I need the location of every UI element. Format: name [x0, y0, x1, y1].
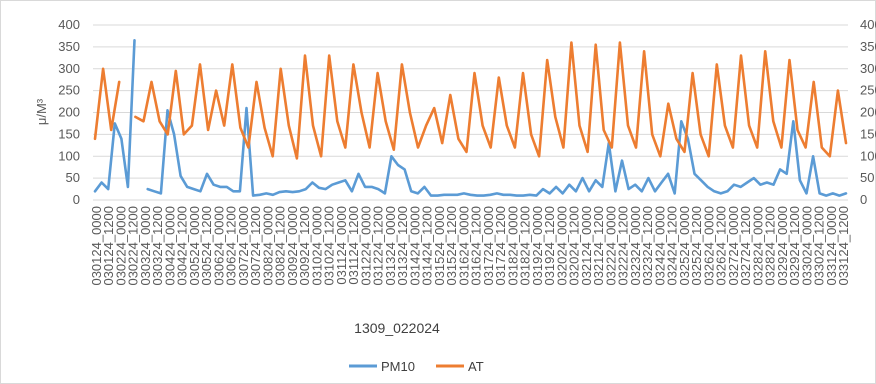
x-tick-label: 031124_0000 — [334, 206, 349, 285]
x-tick-label: 032924_1200 — [787, 206, 802, 286]
y-left-tick-label: 350 — [58, 39, 80, 54]
x-tick-label: 032224_1200 — [616, 206, 631, 286]
y-right-tick-label: 350 — [860, 39, 876, 54]
x-axis-ticks: 030124_0000030124_1200030224_0000030224_… — [89, 206, 851, 286]
x-tick-label: 032424_1200 — [665, 206, 680, 286]
x-tick-label: 031024_1200 — [322, 206, 337, 286]
x-tick-label: 032624_1200 — [714, 206, 729, 286]
series-segment — [93, 67, 121, 141]
x-tick-label: 031224_0000 — [358, 206, 373, 286]
x-tick-label: 031724_0000 — [481, 206, 496, 286]
x-tick-label: 032124_1200 — [591, 206, 606, 286]
x-tick-label: 031424_1200 — [420, 206, 435, 286]
legend-at-label: AT — [468, 359, 484, 374]
legend-pm10-label: PM10 — [381, 359, 415, 374]
x-tick-label: 030624_0000 — [211, 206, 226, 286]
y-left-tick-label: 50 — [66, 170, 80, 185]
x-tick-label: 032424_0000 — [652, 206, 667, 286]
x-tick-label: 032624_0000 — [701, 206, 716, 286]
x-tick-label: 031124_1200 — [346, 206, 361, 285]
y-right-tick-label: 400 — [860, 17, 876, 32]
x-tick-label: 030924_1200 — [297, 206, 312, 286]
x-tick-label: 033124_1200 — [836, 206, 851, 286]
x-tick-label: 032024_0000 — [554, 206, 569, 286]
x-tick-label: 030924_0000 — [285, 206, 300, 286]
x-tick-label: 032824_1200 — [763, 206, 778, 286]
x-tick-label: 030724_0000 — [236, 206, 251, 286]
x-tick-label: 031224_1200 — [371, 206, 386, 286]
x-tick-label: 031324_1200 — [395, 206, 410, 286]
x-tick-label: 030424_0000 — [162, 206, 177, 286]
x-tick-label: 031824_1200 — [518, 206, 533, 286]
x-tick-label: 032824_0000 — [750, 206, 765, 286]
y-right-tick-label: 300 — [860, 61, 876, 76]
x-tick-label: 030224_1200 — [126, 206, 141, 286]
series-segment — [146, 106, 848, 197]
y-right-tick-label: 150 — [860, 126, 876, 141]
x-tick-label: 031824_0000 — [505, 206, 520, 286]
y-right-tick-label: 100 — [860, 148, 876, 163]
x-tick-label: 030224_0000 — [113, 206, 128, 286]
x-tick-label: 030824_1200 — [273, 206, 288, 286]
x-tick-label: 031924_1200 — [542, 206, 557, 286]
x-tick-label: 030524_0000 — [187, 206, 202, 286]
x-tick-label: 030624_1200 — [224, 206, 239, 286]
x-tick-label: 030324_0000 — [138, 206, 153, 286]
x-tick-label: 033124_0000 — [824, 206, 839, 286]
x-tick-label: 031624_0000 — [456, 206, 471, 286]
x-tick-label: 031524_0000 — [432, 206, 447, 286]
y-left-tick-label: 250 — [58, 83, 80, 98]
x-tick-label: 030524_1200 — [199, 206, 214, 286]
y-right-tick-label: 200 — [860, 105, 876, 120]
x-tick-label: 031424_0000 — [407, 206, 422, 286]
y-left-tick-label: 0 — [73, 192, 80, 207]
series-segment — [93, 38, 136, 193]
x-tick-label: 032124_0000 — [579, 206, 594, 286]
x-tick-label: 030724_1200 — [248, 206, 263, 286]
x-tick-label: 032524_1200 — [689, 206, 704, 286]
series-at-line — [93, 41, 848, 160]
series-lines — [93, 38, 848, 197]
x-tick-label: 032924_0000 — [775, 206, 790, 286]
gridlines — [93, 24, 848, 201]
x-tick-label: 030824_0000 — [260, 206, 275, 286]
y-left-tick-label: 100 — [58, 148, 80, 163]
y-left-tick-label: 300 — [58, 61, 80, 76]
x-tick-label: 030324_1200 — [150, 206, 165, 286]
x-tick-label: 033024_1200 — [812, 206, 827, 286]
x-tick-label: 032724_1200 — [738, 206, 753, 286]
y-left-tick-label: 150 — [58, 126, 80, 141]
x-tick-label: 032724_0000 — [726, 206, 741, 286]
x-tick-label: 030424_1200 — [175, 206, 190, 286]
series-pm10-line — [93, 38, 848, 197]
x-tick-label: 031324_0000 — [383, 206, 398, 286]
y-left-tick-label: 200 — [58, 105, 80, 120]
legend: PM10 AT — [349, 359, 484, 374]
series-segment — [134, 41, 848, 160]
x-tick-label: 030124_0000 — [89, 206, 104, 286]
x-tick-label: 032224_0000 — [603, 206, 618, 286]
y-axis-title: μ/M³ — [34, 98, 49, 125]
x-tick-label: 031024_0000 — [309, 206, 324, 286]
x-tick-label: 032024_1200 — [567, 206, 582, 286]
x-tick-label: 031724_1200 — [493, 206, 508, 286]
left-y-axis-ticks: 0 50 100 150 200 250 300 350 400 — [58, 17, 80, 207]
x-tick-label: 032324_1200 — [640, 206, 655, 286]
y-left-tick-label: 400 — [58, 17, 80, 32]
x-tick-label: 031924_0000 — [530, 206, 545, 286]
x-tick-label: 032324_0000 — [628, 206, 643, 286]
x-axis-title: 1309_022024 — [354, 320, 440, 336]
x-tick-label: 031524_1200 — [444, 206, 459, 286]
right-y-axis-ticks: 0 50 100 150 200 250 300 350 400 — [860, 17, 876, 207]
x-tick-label: 033024_0000 — [799, 206, 814, 286]
y-right-tick-label: 250 — [860, 83, 876, 98]
y-right-tick-label: 0 — [860, 192, 867, 207]
x-tick-label: 030124_1200 — [101, 206, 116, 286]
x-tick-label: 031624_1200 — [469, 206, 484, 286]
y-right-tick-label: 50 — [860, 170, 874, 185]
x-tick-label: 032524_0000 — [677, 206, 692, 286]
